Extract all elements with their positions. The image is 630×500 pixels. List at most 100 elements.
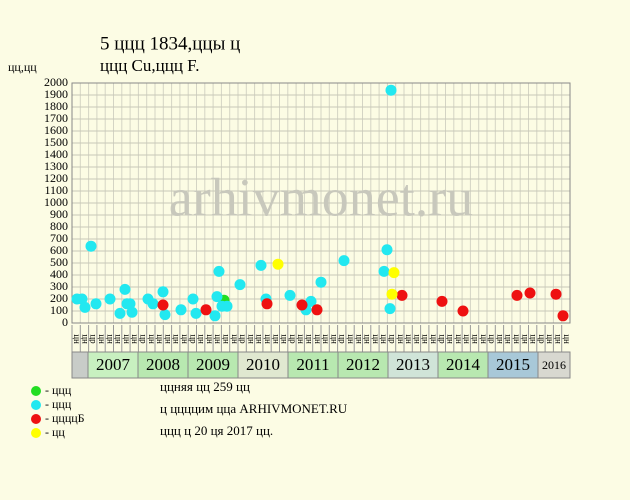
- data-point: [381, 244, 393, 256]
- data-point: [385, 84, 397, 96]
- year-label: 2011: [296, 355, 329, 374]
- data-point: [284, 289, 296, 301]
- period-label: цн: [545, 334, 555, 344]
- data-point: [234, 279, 246, 291]
- data-point: [315, 276, 327, 288]
- y-axis-label: цц,цц: [8, 60, 37, 74]
- data-point: [272, 258, 284, 270]
- period-label: цр: [238, 334, 248, 344]
- data-point: [261, 298, 273, 310]
- period-label: цн: [97, 334, 107, 344]
- year-band: [437, 351, 489, 379]
- y-tick-label: 800: [50, 219, 68, 233]
- period-label: цн: [363, 334, 373, 344]
- data-point: [211, 291, 223, 303]
- period-label: цн: [271, 334, 281, 344]
- period-label: цн: [304, 334, 314, 344]
- y-tick-label: 300: [50, 279, 68, 293]
- data-point: [175, 304, 187, 316]
- legend-marker: [31, 386, 41, 396]
- period-label: цн: [396, 334, 406, 344]
- period-label: цн: [329, 334, 339, 344]
- period-label: цр: [188, 334, 198, 344]
- period-label: цн: [520, 334, 530, 344]
- year-label: 2010: [246, 355, 280, 374]
- period-label: цн: [114, 334, 124, 344]
- year-label: 2008: [146, 355, 180, 374]
- period-label: цн: [504, 334, 514, 344]
- data-point: [90, 298, 102, 310]
- period-label: цн: [263, 334, 273, 344]
- y-tick-label: 1600: [44, 123, 68, 137]
- period-label: цн: [529, 334, 539, 344]
- period-label: цр: [437, 334, 447, 344]
- y-tick-label: 1500: [44, 135, 68, 149]
- period-label: цн: [371, 334, 381, 344]
- data-point: [126, 306, 138, 318]
- period-label: цн: [346, 334, 356, 344]
- note: ццняя цц 259 цц: [160, 379, 250, 394]
- period-label: цн: [180, 334, 190, 344]
- period-label: цн: [446, 334, 456, 344]
- year-label: 2015: [496, 355, 530, 374]
- data-point: [159, 309, 171, 321]
- data-point: [104, 293, 116, 305]
- period-label: цн: [429, 334, 439, 344]
- data-point: [213, 265, 225, 277]
- chart-title: 5 ццц 1834,ццы ц: [100, 33, 240, 54]
- year-band: [337, 351, 389, 379]
- year-label: 2012: [346, 355, 380, 374]
- year-band: [487, 351, 539, 379]
- period-label: цр: [387, 334, 397, 344]
- period-label: цн: [421, 334, 431, 344]
- period-label: цн: [205, 334, 215, 344]
- period-label: цн: [321, 334, 331, 344]
- period-label: цн: [562, 334, 572, 344]
- period-label: цн: [122, 334, 132, 344]
- period-label: цн: [354, 334, 364, 344]
- period-label: цн: [470, 334, 480, 344]
- period-label: цн: [553, 334, 563, 344]
- data-point: [119, 283, 131, 295]
- period-label: цр: [288, 334, 298, 344]
- data-point: [338, 255, 350, 267]
- y-tick-label: 1800: [44, 99, 68, 113]
- note: ц ццццим цца ARHIVMONET.RU: [160, 401, 348, 416]
- legend-label: - цц: [45, 425, 65, 439]
- legend-marker: [31, 400, 41, 410]
- y-tick-label: 0: [62, 315, 68, 329]
- period-label: цр: [89, 334, 99, 344]
- year-band: [237, 351, 289, 379]
- period-label: цр: [338, 334, 348, 344]
- period-label: цн: [163, 334, 173, 344]
- data-point: [221, 300, 233, 312]
- data-point: [157, 286, 169, 298]
- year-label: 2007: [96, 355, 131, 374]
- data-point: [147, 298, 159, 310]
- year-label: 2014: [446, 355, 481, 374]
- data-point: [200, 304, 212, 316]
- period-label: цн: [462, 334, 472, 344]
- period-label: цр: [537, 334, 547, 344]
- period-label: цн: [105, 334, 115, 344]
- period-label: цр: [487, 334, 497, 344]
- data-point: [190, 307, 202, 319]
- period-label: цн: [495, 334, 505, 344]
- period-label: цн: [130, 334, 140, 344]
- data-point: [305, 295, 317, 307]
- data-point: [296, 299, 308, 311]
- y-tick-label: 200: [50, 291, 68, 305]
- y-tick-label: 1100: [44, 183, 68, 197]
- period-label: цн: [197, 334, 207, 344]
- data-point: [76, 293, 88, 305]
- period-label: цн: [246, 334, 256, 344]
- period-label: цн: [512, 334, 522, 344]
- period-label: цн: [412, 334, 422, 344]
- year-band: [387, 351, 439, 379]
- data-point: [85, 240, 97, 252]
- period-label: цн: [172, 334, 182, 344]
- period-label: цн: [147, 334, 157, 344]
- data-point: [436, 295, 448, 307]
- period-label: цн: [80, 334, 90, 344]
